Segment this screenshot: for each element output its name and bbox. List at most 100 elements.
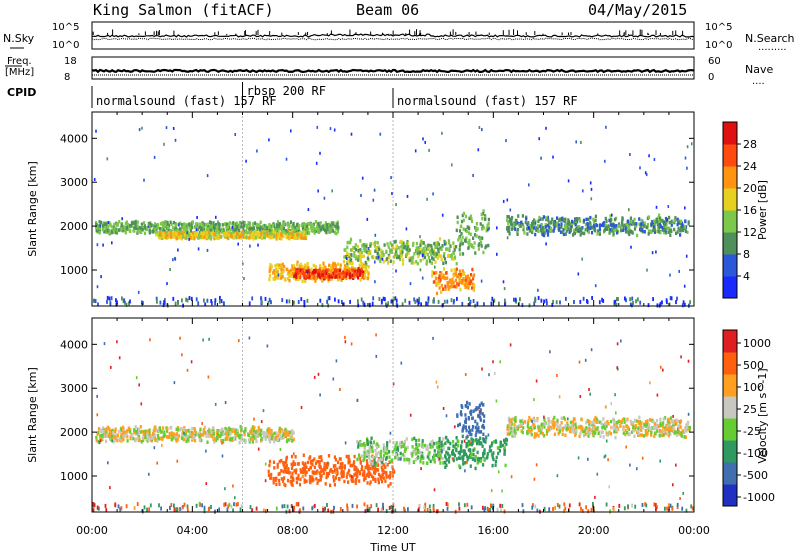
data-cell <box>311 478 314 483</box>
data-cell <box>340 275 343 279</box>
data-cell <box>389 474 392 478</box>
data-cell <box>233 429 236 433</box>
data-cell <box>379 474 382 478</box>
data-cell <box>291 439 294 443</box>
data-cell <box>541 229 544 233</box>
data-cell <box>386 443 389 448</box>
data-cell <box>246 226 249 230</box>
data-cell <box>319 298 322 303</box>
data-cell <box>181 298 183 303</box>
data-cell <box>506 424 509 428</box>
freq-label: Freq. <box>7 56 32 67</box>
data-cell <box>676 296 678 301</box>
data-cell <box>336 268 339 273</box>
data-cell <box>129 299 131 304</box>
data-cell <box>337 299 340 304</box>
data-cell <box>401 246 404 250</box>
data-cell <box>138 128 141 132</box>
data-cell <box>506 432 509 436</box>
data-cell <box>580 428 583 432</box>
data-cell <box>382 462 385 467</box>
data-cell <box>323 223 326 228</box>
data-cell <box>430 244 433 248</box>
data-cell <box>369 249 372 254</box>
data-cell <box>213 436 216 441</box>
data-cell <box>438 237 442 241</box>
data-cell <box>181 230 184 235</box>
data-cell <box>657 223 660 227</box>
data-cell <box>312 275 315 280</box>
data-cell <box>462 211 466 216</box>
data-cell <box>121 217 123 221</box>
data-cell <box>537 229 540 233</box>
data-cell <box>275 482 278 487</box>
data-cell <box>482 403 485 407</box>
data-cell <box>681 430 684 434</box>
data-cell <box>113 222 116 227</box>
data-cell <box>364 249 367 253</box>
data-cell <box>248 227 251 231</box>
data-cell <box>255 432 258 436</box>
data-cell <box>559 300 561 305</box>
data-cell <box>176 437 179 442</box>
data-cell <box>420 302 422 307</box>
data-cell <box>670 419 673 424</box>
data-cell <box>387 261 390 265</box>
data-cell <box>629 153 631 156</box>
data-cell <box>571 219 574 224</box>
data-cell <box>242 262 244 266</box>
data-cell <box>314 461 317 465</box>
data-cell <box>664 416 667 420</box>
data-cell <box>516 221 519 225</box>
data-cell <box>430 246 433 250</box>
data-cell <box>270 300 272 305</box>
data-cell <box>266 434 269 439</box>
data-cell <box>661 424 665 429</box>
data-cell <box>458 452 462 456</box>
data-cell <box>352 268 355 273</box>
data-cell <box>532 222 535 226</box>
data-cell <box>431 270 434 274</box>
data-cell <box>613 228 616 232</box>
data-cell <box>661 300 663 305</box>
data-cell <box>576 229 579 234</box>
data-cell <box>270 476 273 480</box>
data-cell <box>169 220 172 225</box>
data-cell <box>346 257 348 260</box>
data-cell <box>471 441 474 445</box>
data-cell <box>437 276 440 281</box>
data-cell <box>556 427 559 431</box>
data-cell <box>109 301 112 306</box>
data-cell <box>454 445 457 450</box>
data-cell <box>445 458 448 462</box>
data-cell <box>193 236 196 240</box>
data-cell <box>296 234 299 239</box>
data-cell <box>561 230 564 235</box>
data-cell <box>625 223 628 227</box>
data-cell <box>240 427 243 432</box>
data-cell <box>506 229 510 233</box>
data-cell <box>372 198 375 202</box>
data-cell <box>394 296 397 301</box>
nave-tick-low: 0 <box>708 72 714 83</box>
data-cell <box>539 228 542 233</box>
data-cell <box>326 465 329 470</box>
data-cell <box>483 414 486 418</box>
data-cell <box>174 138 177 142</box>
data-cell <box>437 281 440 286</box>
data-cell <box>376 468 380 472</box>
data-cell <box>320 474 323 479</box>
data-cell <box>209 237 213 241</box>
data-cell <box>482 226 485 230</box>
data-cell <box>540 156 542 160</box>
data-cell <box>636 233 639 238</box>
data-cell <box>473 447 476 451</box>
data-cell <box>220 234 223 239</box>
data-cell <box>316 481 319 485</box>
data-cell <box>142 432 145 437</box>
data-cell <box>639 300 642 305</box>
data-cell <box>577 272 580 276</box>
data-cell <box>233 437 236 441</box>
data-cell <box>205 434 208 439</box>
